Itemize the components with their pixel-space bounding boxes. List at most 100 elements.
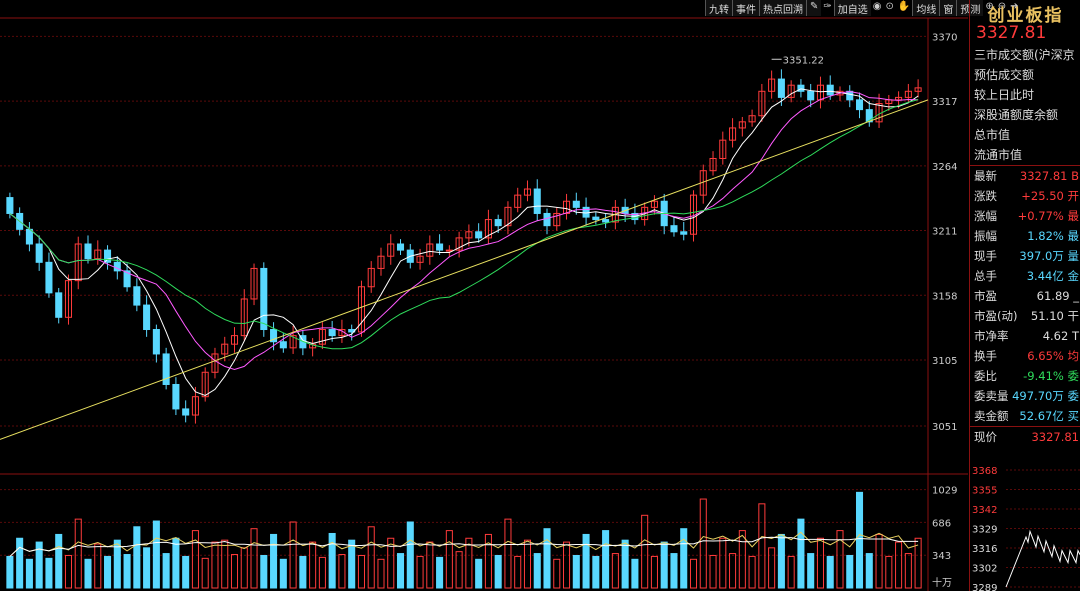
toolbar-hotspot-button[interactable]: 热点回溯 [759,0,806,16]
candle-body [904,90,912,98]
mini-tick-label: 3342 [972,505,997,516]
candle-body [719,139,727,159]
candle-body [416,255,424,263]
stat-row: 最新 3327.81 B [970,166,1080,186]
chart-canvas[interactable]: 3370 3317 3264 3211 3158 3105 3051 1029 686 343 十万… [0,0,968,591]
candle-body [494,219,502,227]
candle-body [553,212,561,227]
price-tick-label: 3051 [932,422,957,433]
volume-bar [416,555,424,589]
volume-bar [484,533,492,589]
candle-body [172,383,180,410]
turnover-label[interactable]: 三市成交额(沪深京 [974,48,1075,62]
candle-body [240,298,248,337]
current-price-label: 现价 [974,430,997,444]
stat-row: 现手 397.0万 量 [970,246,1080,266]
volume-bar [855,491,864,589]
volume-bar [816,537,824,589]
volume-bar [64,554,73,589]
candle-body [729,127,737,141]
volume-bar [357,554,365,589]
candle-body [201,371,209,398]
volume-bar [553,558,561,589]
price-tick-label: 3105 [932,356,957,367]
float-market-cap-label: 流通市值 [974,148,1023,162]
zoom-in-icon[interactable]: ⊕ [985,1,994,12]
toolbar-window-button[interactable]: 窗 [939,0,957,16]
stat-label: 现手 [974,249,997,263]
toolbar-add-favorite-button[interactable]: 加自选 [833,0,871,16]
volume-bar [152,520,160,589]
volume-bar [709,554,717,589]
volume-unit-label: 十万 [932,576,952,589]
volume-bar [289,521,297,589]
volume-bar [55,533,63,589]
intraday-mini-chart[interactable]: 3368 3355 3342 3329 3316 3302 3289 [970,462,1080,591]
volume-bar [201,557,209,589]
candle-body [250,267,258,300]
stat-row: 市盈(动) 51.10 干 [970,306,1080,326]
volume-bar [396,553,405,589]
volume-bar [270,533,278,589]
candle-body [846,90,854,101]
estimated-turnover-label: 预估成交额 [974,68,1035,82]
stat-value: 52.67亿 买 [1019,409,1079,423]
toolbar-jiuzhuan-button[interactable]: 九转 [705,0,732,16]
volume-bar [45,557,53,589]
volume-bar [777,533,785,589]
stat-value: 61.89 _ [1036,289,1079,303]
candle-body [133,286,141,306]
northbound-quota-label: 深股通额度余额 [974,108,1059,122]
volume-bar [445,530,453,589]
target-icon[interactable]: ⊙ [885,1,894,12]
stat-row: 委卖量 497.70万 委 [970,386,1080,406]
pen-icon[interactable]: ✑ [823,1,832,12]
volume-bar [641,514,649,589]
stat-label: 涨幅 [974,209,997,223]
exit-icon[interactable]: ➔ [1010,1,1019,12]
volume-bar [914,537,922,589]
mini-tick-label: 3355 [972,486,997,497]
mini-tick-label: 3316 [972,544,997,555]
candle-body [270,329,278,343]
toolbar-ma-button[interactable]: 均线 [912,0,940,16]
candle-body [387,243,395,257]
eye-icon[interactable]: ◉ [872,1,882,12]
volume-bar [768,547,776,589]
stat-value: 1.82% 最 [1027,229,1079,243]
hand-icon[interactable]: ✋ [897,1,911,12]
volume-bar [797,518,805,589]
volume-bar [74,518,82,589]
volume-bar [611,553,619,589]
candle-body [211,353,219,373]
candle-body [738,121,746,129]
ma20-line [9,99,919,350]
volume-bar [533,553,541,589]
candle-body [367,267,375,288]
volume-bar [758,503,766,589]
volume-bar [592,555,600,589]
kline-chart[interactable]: 3370 3317 3264 3211 3158 3105 3051 1029 686 343 十万… [0,0,968,591]
index-price: 3327.81 [976,23,1047,43]
stat-label: 换手 [974,349,997,363]
trendline [0,99,929,440]
candle-body [35,243,43,263]
stat-value: +0.77% 最 [1017,209,1079,223]
toolbar-pencil-icon[interactable]: ✎ [806,0,822,16]
zoom-out-icon[interactable]: ⊖ [997,1,1007,12]
candle-body [797,84,805,92]
candle-body [777,78,785,98]
volume-bar [406,521,414,589]
ma10-line [9,91,919,370]
volume-bar [719,537,727,589]
candle-body [260,267,268,331]
candle-body [45,261,53,294]
volume-bar [113,539,121,589]
candle-body [572,200,580,208]
stat-label: 市盈 [974,289,997,303]
mini-price-line [1005,529,1080,588]
mini-tick-label: 3368 [972,466,997,477]
candle-body [357,286,365,333]
toolbar-events-button[interactable]: 事件 [732,0,759,16]
candle-body [377,255,385,269]
